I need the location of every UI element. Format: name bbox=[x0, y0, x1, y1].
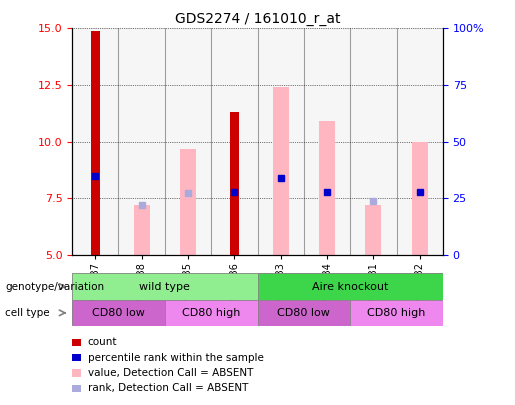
Bar bbox=[72, 273, 258, 300]
Bar bbox=[365, 205, 382, 255]
Bar bbox=[91, 31, 100, 255]
Bar bbox=[258, 300, 350, 326]
Bar bbox=[72, 28, 118, 255]
Bar bbox=[230, 112, 239, 255]
Text: wild type: wild type bbox=[140, 281, 190, 292]
Text: percentile rank within the sample: percentile rank within the sample bbox=[88, 353, 264, 362]
Text: cell type: cell type bbox=[5, 308, 50, 318]
Bar bbox=[411, 142, 428, 255]
Text: count: count bbox=[88, 337, 117, 347]
Text: genotype/variation: genotype/variation bbox=[5, 281, 104, 292]
Bar bbox=[397, 28, 443, 255]
Bar bbox=[165, 28, 211, 255]
Bar bbox=[258, 273, 443, 300]
Bar bbox=[211, 28, 258, 255]
Bar bbox=[350, 28, 397, 255]
Bar bbox=[72, 300, 165, 326]
Bar bbox=[304, 28, 350, 255]
Bar bbox=[133, 205, 150, 255]
Title: GDS2274 / 161010_r_at: GDS2274 / 161010_r_at bbox=[175, 12, 340, 26]
Text: Aire knockout: Aire knockout bbox=[312, 281, 388, 292]
Text: CD80 low: CD80 low bbox=[278, 308, 330, 318]
Bar bbox=[165, 300, 258, 326]
Text: CD80 high: CD80 high bbox=[367, 308, 426, 318]
Bar bbox=[319, 122, 335, 255]
Bar bbox=[272, 87, 289, 255]
Text: CD80 high: CD80 high bbox=[182, 308, 241, 318]
Text: rank, Detection Call = ABSENT: rank, Detection Call = ABSENT bbox=[88, 384, 248, 393]
Bar bbox=[180, 149, 196, 255]
Bar bbox=[118, 28, 165, 255]
Text: value, Detection Call = ABSENT: value, Detection Call = ABSENT bbox=[88, 368, 253, 378]
Bar bbox=[350, 300, 443, 326]
Bar bbox=[258, 28, 304, 255]
Text: CD80 low: CD80 low bbox=[92, 308, 145, 318]
